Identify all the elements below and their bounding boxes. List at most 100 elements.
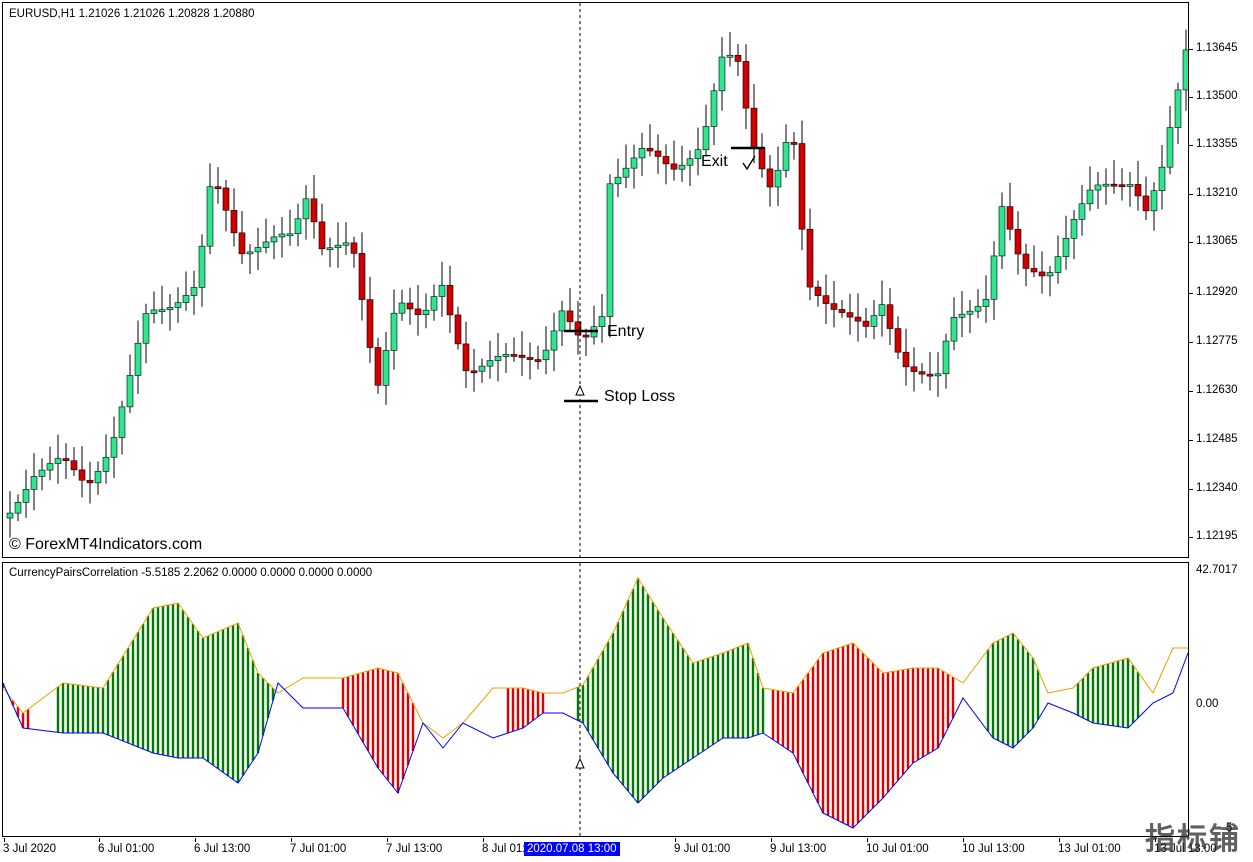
bearish-candle [846,312,854,318]
time-axis-label: 9 Jul 01:00 [674,843,731,855]
price-chart-pane[interactable]: EURUSD,H1 1.21026 1.21026 1.20828 1.2088… [2,2,1189,558]
bullish-candle [478,365,486,372]
arrow-up-icon [575,757,585,769]
bearish-candle [654,150,662,157]
bullish-candle [494,355,502,361]
indicator-scale-bottom: 5 [1226,822,1233,834]
bullish-candle [622,167,630,178]
bullish-candle [1070,219,1078,239]
bullish-candle [614,176,622,185]
bullish-candle [30,476,38,490]
indicator-header: CurrencyPairsCorrelation -5.5185 2.2062 … [9,567,373,579]
bearish-candle [862,320,870,327]
bullish-candle [550,330,558,351]
bullish-candle [422,309,430,315]
bearish-candle [838,309,846,313]
time-axis-label: 10 Jul 01:00 [866,843,929,855]
bearish-candle [918,371,926,375]
bullish-candle [286,233,294,237]
bullish-candle [126,375,134,408]
bullish-candle [1078,203,1086,220]
bullish-candle [398,302,406,314]
time-axis-label: 3 Jul 2020 [3,843,57,855]
price-axis-label: 1.12630 [1196,384,1238,396]
time-axis-label: 9 Jul 13:00 [770,843,827,855]
symbol-header: EURUSD,H1 1.21026 1.21026 1.20828 1.2088… [9,8,255,20]
bearish-candle [798,143,806,230]
bullish-candle [102,456,110,472]
price-axis-label: 1.12340 [1196,482,1238,494]
bullish-candle [686,158,694,166]
bearish-candle [62,458,70,462]
bullish-candle [710,90,718,127]
bullish-candle [294,218,302,235]
bullish-candle [982,298,990,307]
bearish-candle [78,469,86,481]
bullish-candle [262,241,270,248]
bearish-candle [790,142,798,145]
bullish-candle [1094,184,1102,191]
bullish-candle [326,247,334,251]
watermark: © ForexMT4Indicators.com [9,536,203,553]
bullish-candle [246,251,254,255]
bearish-candle [510,354,518,357]
bullish-candle [974,306,982,312]
site-logo: 指标铺 [1145,822,1241,857]
bullish-candle [486,360,494,367]
bullish-candle [14,502,22,514]
bullish-candle [1174,89,1182,128]
bearish-candle [318,221,326,250]
bearish-candle [1142,195,1150,212]
bearish-candle [238,232,246,255]
bullish-candle [678,164,686,170]
bearish-candle [70,460,78,471]
bearish-candle [222,187,230,211]
time-axis-label: 7 Jul 01:00 [290,843,347,855]
bullish-candle [166,307,174,310]
bullish-candle [950,317,958,342]
indicator-pane[interactable]: CurrencyPairsCorrelation -5.5185 2.2062 … [2,562,1189,837]
bullish-candle [6,512,14,519]
bullish-candle [1158,166,1166,192]
bullish-candle [430,296,438,311]
bullish-candle [134,342,142,376]
bullish-candle [630,157,638,169]
bearish-candle [534,359,542,362]
time-axis-label: 13 Jul 13:00 [1154,843,1217,855]
bearish-candle [766,168,774,188]
bearish-candle [926,373,934,377]
bearish-candle [806,228,814,288]
stop-loss-label: Stop Loss [604,388,676,405]
bearish-candle [86,479,94,484]
time-axis-label: 6 Jul 13:00 [194,843,251,855]
bullish-candle [958,313,966,318]
bearish-candle [582,334,590,338]
bullish-candle [94,471,102,484]
bullish-candle [302,198,310,220]
bearish-candle [894,328,902,353]
bullish-candle [382,350,390,386]
bearish-candle [358,253,366,300]
bullish-candle [694,149,702,160]
bearish-candle [670,163,678,170]
bullish-candle [606,183,614,317]
checkmark-icon [742,155,756,171]
time-axis-label: 13 Jul 01:00 [1058,843,1121,855]
bullish-candle [1054,256,1062,273]
crosshair-time-label: 2020.07.08 13:00 [524,842,620,856]
price-axis-label: 1.13065 [1196,235,1238,247]
bearish-candle [910,366,918,372]
bullish-candle [1126,184,1134,187]
bearish-candle [230,209,238,234]
price-axis-label: 1.12775 [1196,335,1238,347]
price-axis-label: 1.13500 [1196,90,1238,102]
bullish-candle [390,312,398,351]
bearish-candle [462,343,470,372]
bearish-candle [734,54,742,62]
bullish-candle [54,458,62,464]
bullish-candle [878,304,886,316]
price-axis-label: 1.12485 [1196,433,1238,445]
bearish-candle [1006,206,1014,230]
bullish-candle [342,242,350,246]
bullish-candle [182,295,190,303]
